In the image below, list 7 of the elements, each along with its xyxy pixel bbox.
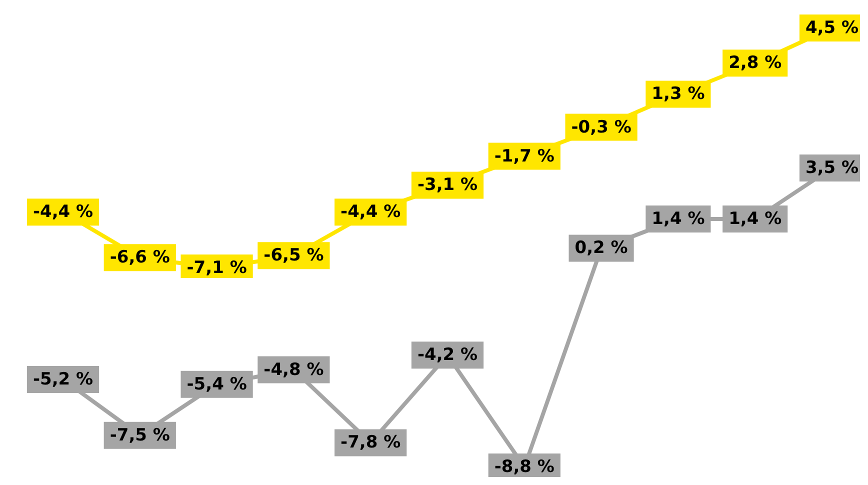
data-label: -4,2 % — [417, 345, 478, 366]
data-label: -8,8 % — [494, 457, 554, 477]
data-label: -4,8 % — [264, 360, 324, 380]
data-label: -7,5 % — [110, 425, 170, 446]
data-label: -7,8 % — [340, 432, 401, 453]
data-label: -5,2 % — [32, 369, 94, 390]
data-label: -5,4 % — [186, 374, 247, 394]
